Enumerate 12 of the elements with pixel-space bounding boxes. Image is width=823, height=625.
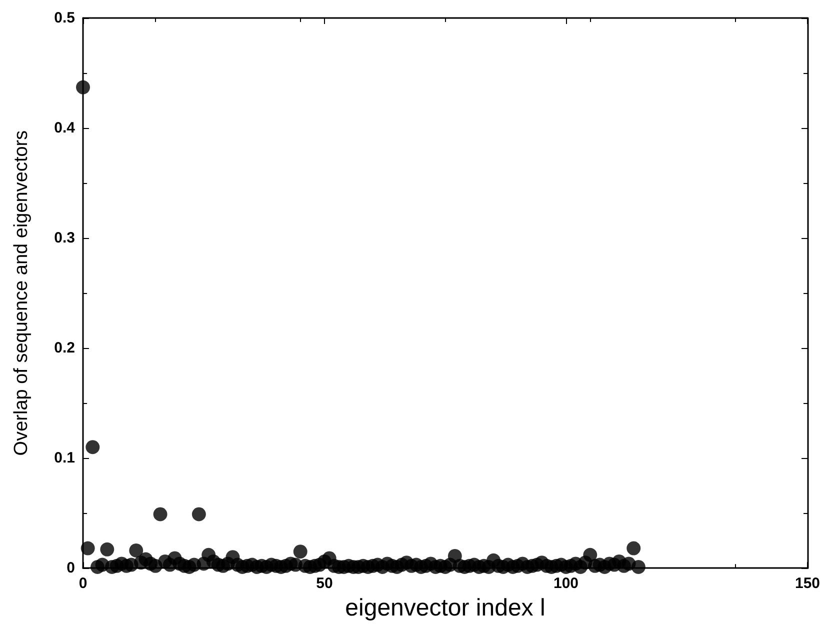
y-tick-label: 0.5 [54,10,75,26]
x-tick-label: 150 [794,575,820,592]
x-tick-label: 0 [78,575,88,592]
x-axis-title: eigenvector index l [345,594,546,622]
y-tick-label: 0.1 [54,450,75,467]
y-tick-label: 0.4 [54,120,76,137]
x-tick-label: 50 [316,575,333,592]
x-tick-label: 100 [553,575,579,592]
y-axis-title: Overlap of sequence and eigenvectors [11,130,32,456]
y-tick-label: 0.3 [54,230,75,247]
y-tick-label: 0 [66,560,75,577]
y-tick-label: 0.2 [54,340,75,357]
